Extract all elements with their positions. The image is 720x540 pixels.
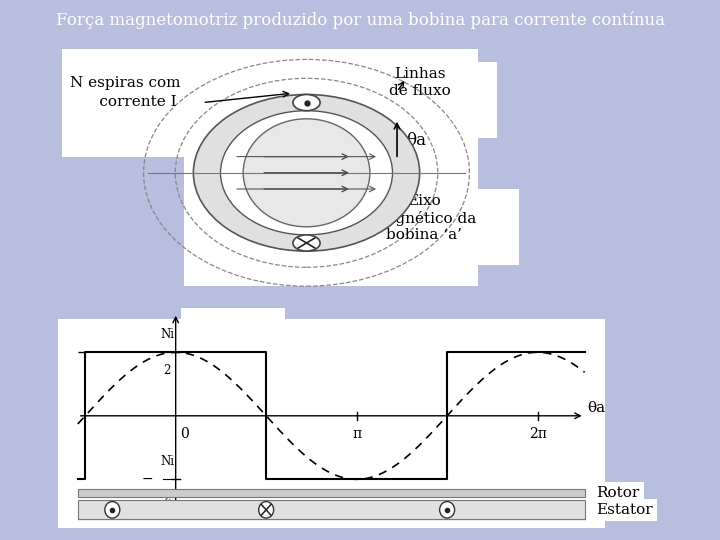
Circle shape [293,94,320,111]
Text: Fmm: Fmm [183,313,222,327]
Circle shape [293,235,320,251]
Text: Ni: Ni [160,328,174,341]
Ellipse shape [220,111,392,235]
FancyBboxPatch shape [356,189,519,265]
Text: 2π: 2π [528,427,546,441]
Text: Força magnetomotriz produzido por uma bobina para corrente contínua: Força magnetomotriz produzido por uma bo… [55,11,665,29]
Bar [78,500,585,519]
Text: Linhas
de fluxo: Linhas de fluxo [389,68,451,98]
Text: 2: 2 [163,364,171,377]
Text: π: π [352,427,361,441]
Text: Estator: Estator [596,503,653,517]
Text: θa: θa [406,132,426,149]
Circle shape [258,502,274,518]
FancyBboxPatch shape [58,319,605,528]
FancyBboxPatch shape [352,143,451,184]
Text: Eixo
magnético da
bobina ‘a’: Eixo magnético da bobina ‘a’ [372,194,477,242]
Ellipse shape [243,119,370,227]
Circle shape [440,502,454,518]
Circle shape [105,502,120,518]
Text: Ni: Ni [160,455,174,468]
Text: 2: 2 [163,491,171,504]
Text: 0: 0 [180,427,189,441]
FancyBboxPatch shape [62,49,220,157]
FancyBboxPatch shape [352,62,497,138]
FancyBboxPatch shape [184,49,479,286]
Text: −: − [141,472,153,487]
Ellipse shape [194,94,420,251]
Text: N espiras com
     corrente I: N espiras com corrente I [71,76,181,109]
Text: θa: θa [588,401,606,415]
FancyBboxPatch shape [181,301,285,333]
Bar [78,489,585,497]
Text: Rotor: Rotor [596,487,639,500]
